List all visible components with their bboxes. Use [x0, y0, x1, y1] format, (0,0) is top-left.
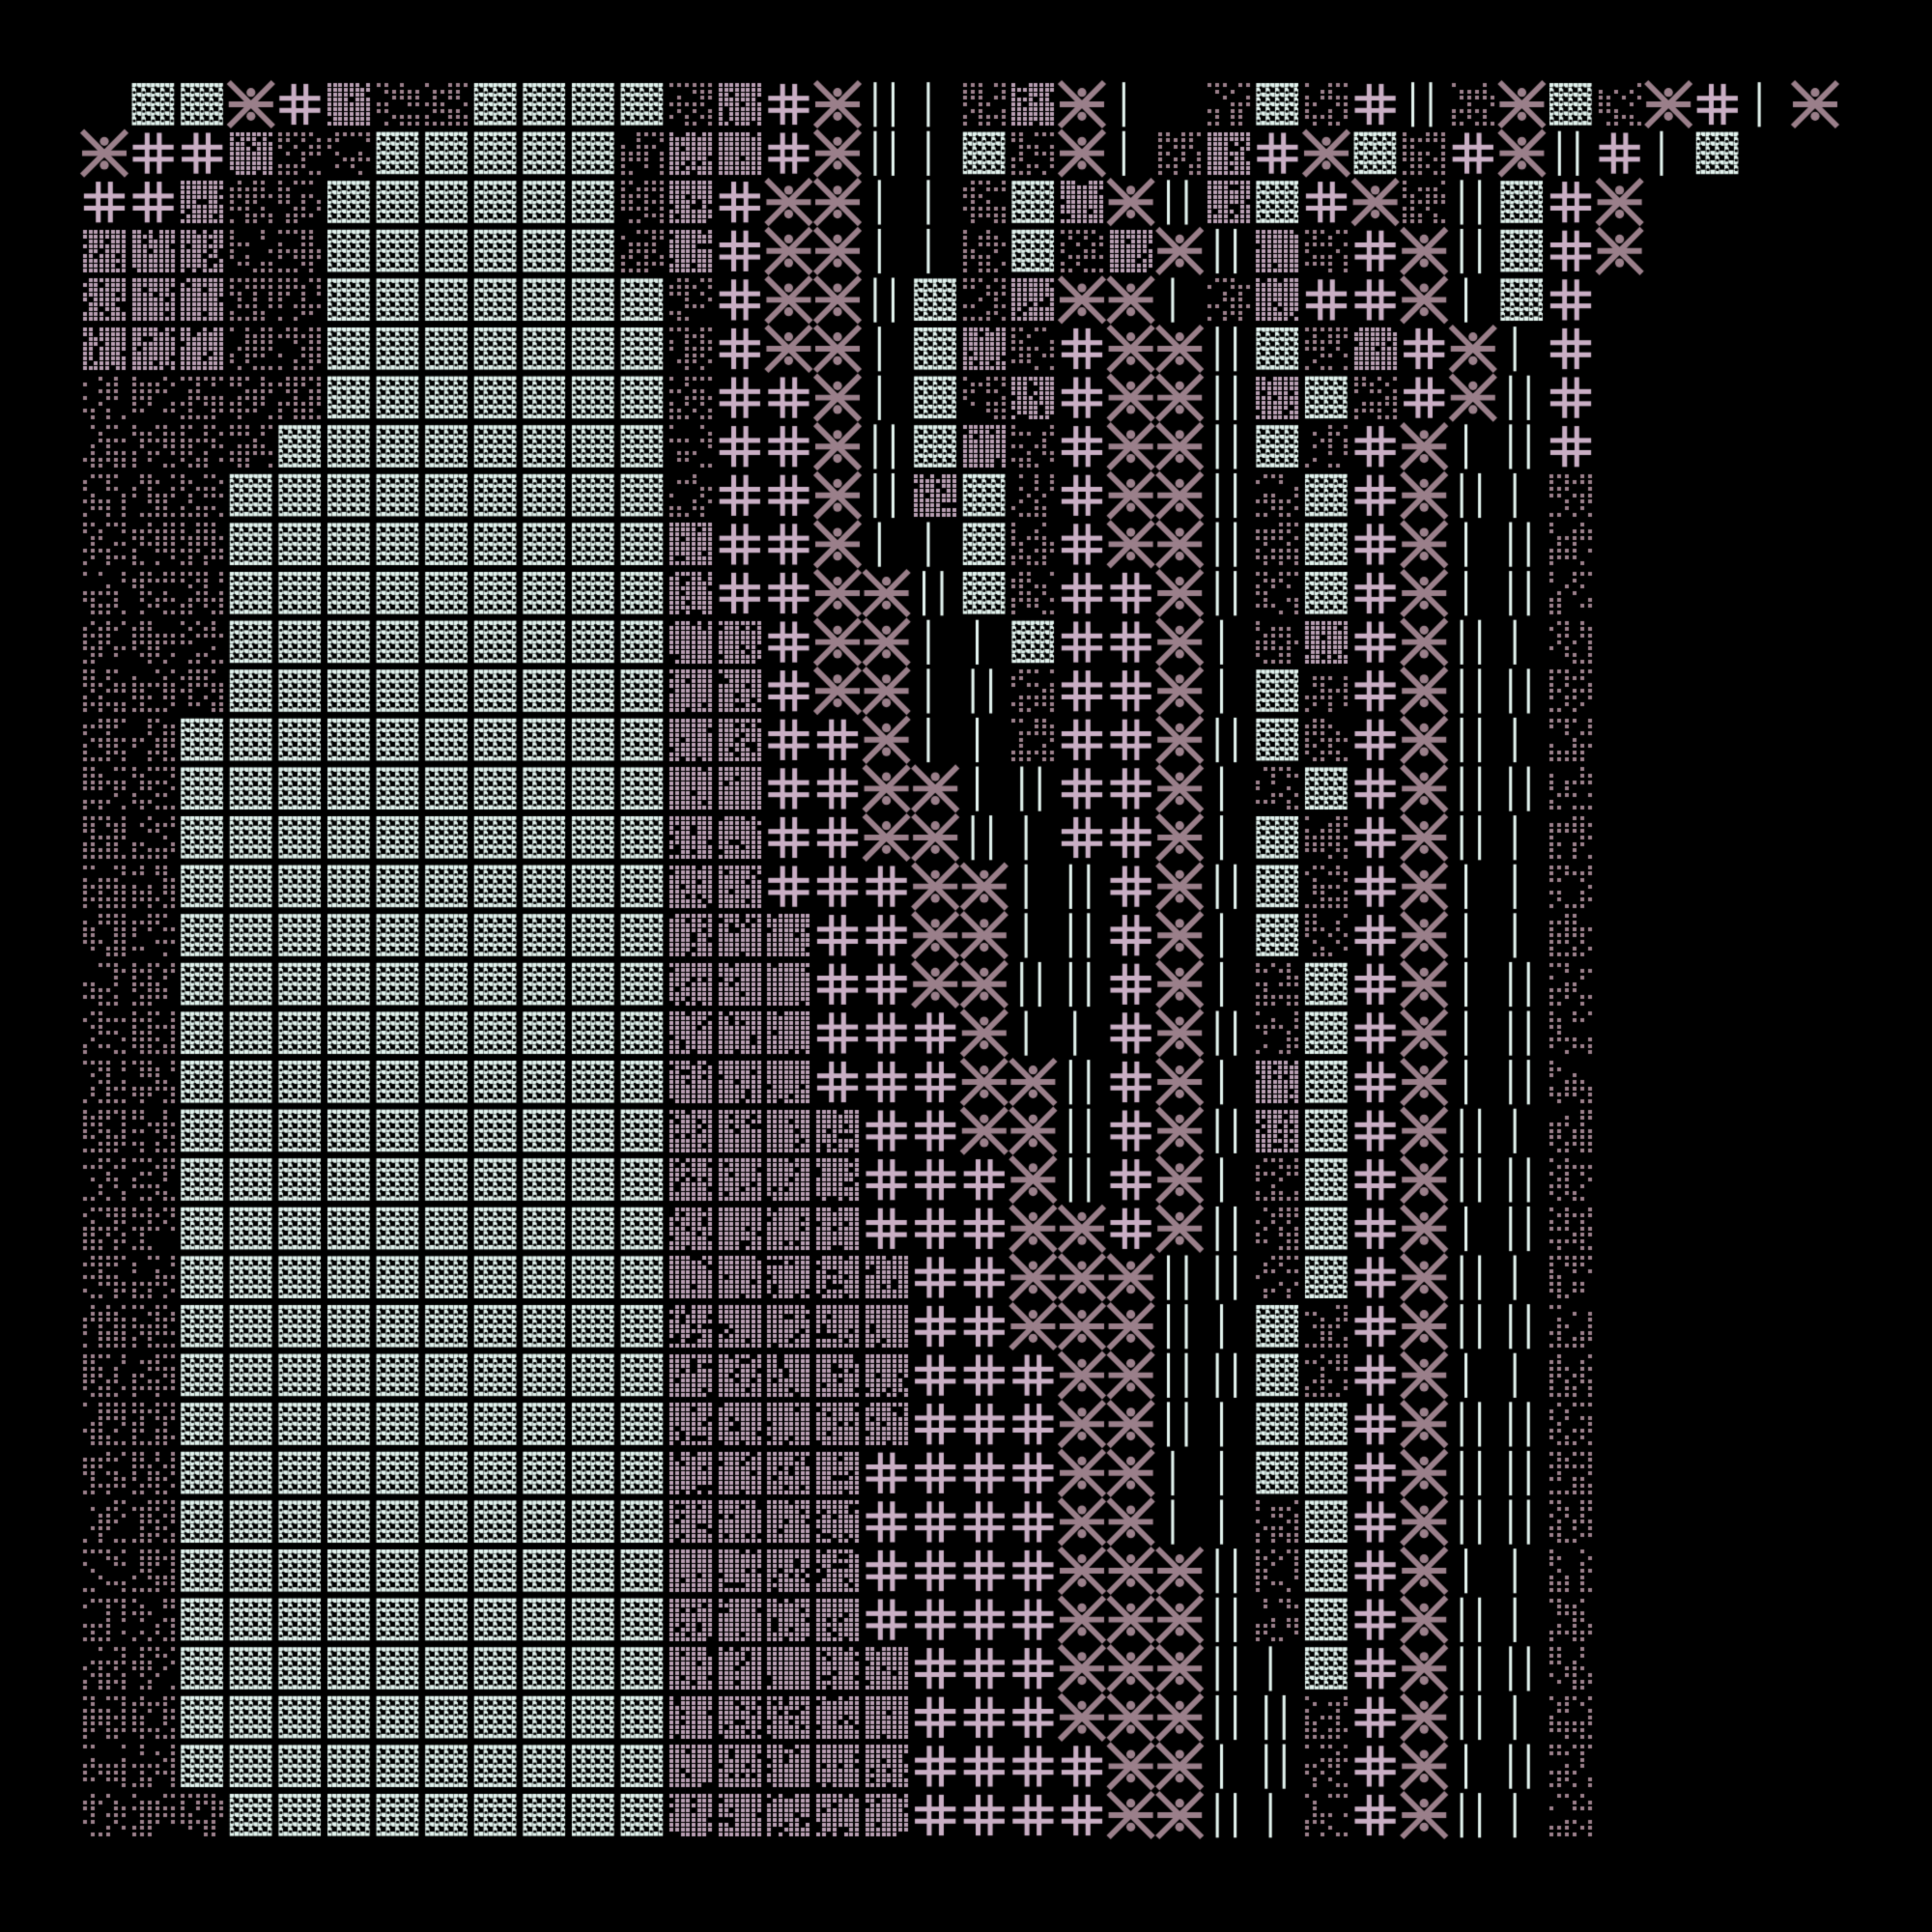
glyph-mosaic-canvas — [0, 0, 1932, 1932]
